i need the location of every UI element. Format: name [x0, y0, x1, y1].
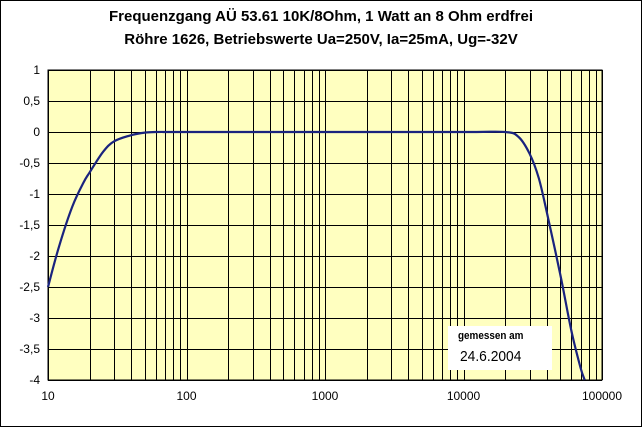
note-label: gemessen am: [458, 330, 524, 342]
y-tick-label: -3,5: [19, 342, 40, 356]
chart-subtitle: Röhre 1626, Betriebswerte Ua=250V, Ia=25…: [124, 31, 518, 48]
y-tick-label: 1: [33, 63, 40, 77]
x-tick-label: 10000: [447, 389, 481, 403]
y-tick-label: -0,5: [19, 156, 40, 170]
measurement-note: gemessen am 24.6.2004: [448, 326, 552, 370]
y-axis-ticks: 1 0,5 0 -0,5 -1 -1,5 -2 -2,5 -3 -3,5 -4: [19, 63, 40, 387]
note-date: 24.6.2004: [460, 348, 522, 365]
y-tick-label: 0: [33, 125, 40, 139]
y-tick-label: 0,5: [23, 94, 40, 108]
x-axis-ticks: 10 100 1000 10000 100000: [41, 389, 622, 403]
y-tick-label: -2,5: [19, 280, 40, 294]
y-tick-label: -1: [29, 187, 40, 201]
y-tick-label: -3: [29, 311, 40, 325]
x-tick-label: 10: [41, 389, 55, 403]
x-tick-label: 100000: [582, 389, 622, 403]
y-tick-label: -2: [29, 249, 40, 263]
y-tick-label: -1,5: [19, 218, 40, 232]
x-tick-label: 100: [176, 389, 196, 403]
y-tick-label: -4: [29, 373, 40, 387]
chart-title: Frequenzgang AÜ 53.61 10K/8Ohm, 1 Watt a…: [109, 8, 533, 25]
response-curve: [46, 130, 586, 381]
x-tick-label: 1000: [312, 389, 339, 403]
